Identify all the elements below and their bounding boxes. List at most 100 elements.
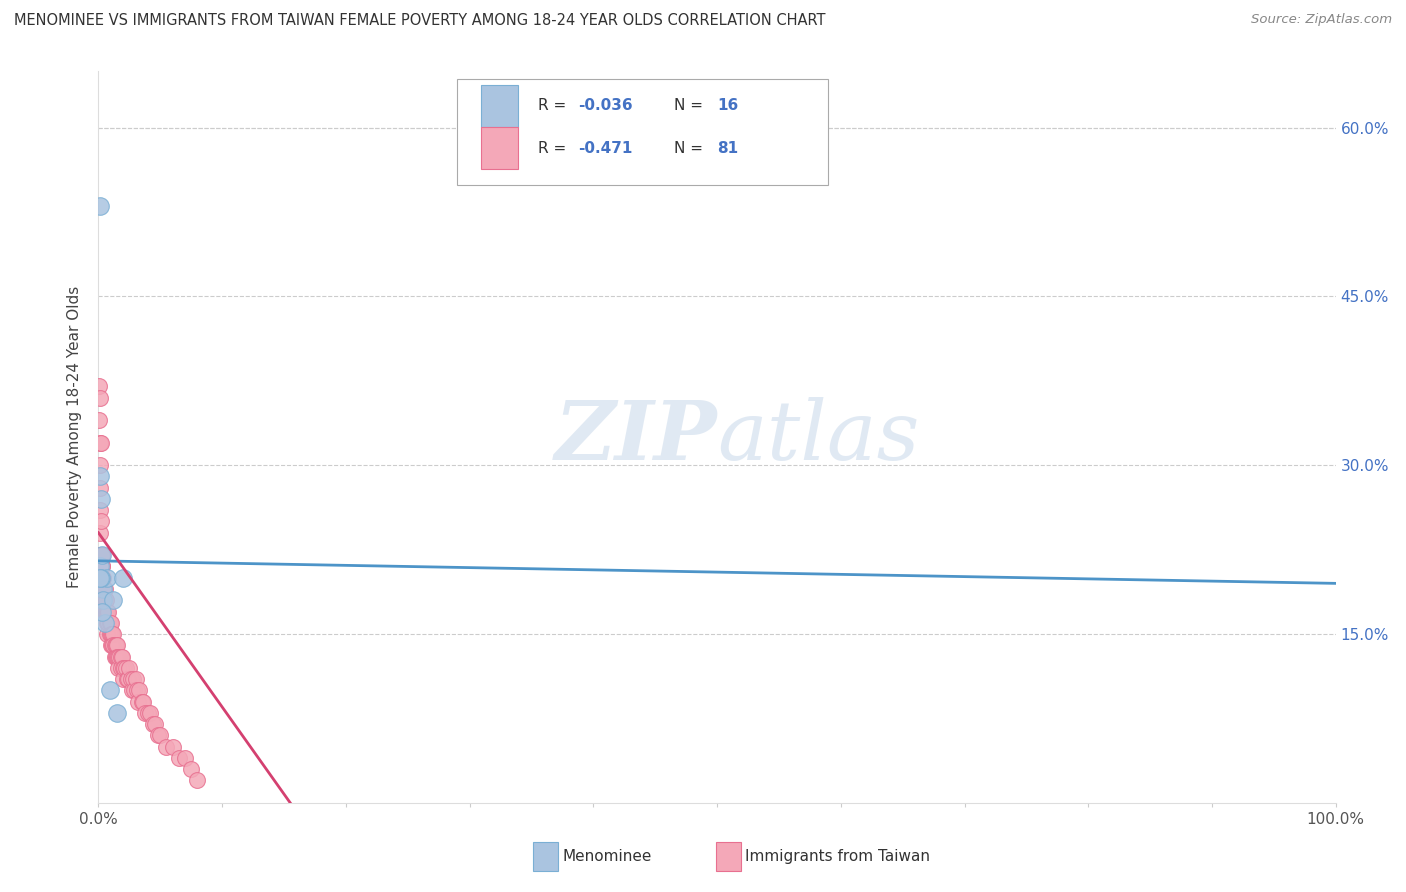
Text: Menominee: Menominee xyxy=(562,849,652,863)
Point xyxy=(101,638,124,652)
FancyBboxPatch shape xyxy=(457,78,828,185)
Point xyxy=(149,728,172,742)
Point xyxy=(100,627,122,641)
Point xyxy=(108,649,131,664)
Text: ZIP: ZIP xyxy=(554,397,717,477)
Point xyxy=(100,638,122,652)
Point xyxy=(107,661,129,675)
Point xyxy=(110,661,132,675)
Point xyxy=(117,672,139,686)
Point xyxy=(89,481,111,495)
Point xyxy=(121,683,143,698)
Point xyxy=(186,773,208,788)
Point xyxy=(97,615,120,630)
Point xyxy=(93,593,115,607)
Text: R =: R = xyxy=(537,98,571,113)
Point xyxy=(118,661,141,675)
Point xyxy=(174,751,197,765)
Point xyxy=(146,728,169,742)
Point xyxy=(127,694,149,708)
Point xyxy=(101,627,124,641)
Point xyxy=(98,627,121,641)
Point xyxy=(89,571,111,585)
Point xyxy=(89,458,111,473)
Point xyxy=(89,559,111,574)
Point xyxy=(98,683,121,698)
Point xyxy=(93,605,115,619)
Point xyxy=(94,593,117,607)
Point xyxy=(89,391,111,405)
Text: 16: 16 xyxy=(717,98,738,113)
Point xyxy=(90,515,112,529)
Point xyxy=(93,593,115,607)
Point xyxy=(96,605,118,619)
Text: Immigrants from Taiwan: Immigrants from Taiwan xyxy=(745,849,931,863)
Point xyxy=(107,649,129,664)
Point xyxy=(104,638,127,652)
Text: MENOMINEE VS IMMIGRANTS FROM TAIWAN FEMALE POVERTY AMONG 18-24 YEAR OLDS CORRELA: MENOMINEE VS IMMIGRANTS FROM TAIWAN FEMA… xyxy=(14,13,825,29)
Point xyxy=(131,694,153,708)
Point xyxy=(90,559,112,574)
Point xyxy=(112,661,135,675)
Point xyxy=(89,199,111,213)
Point xyxy=(97,605,120,619)
Point xyxy=(89,413,111,427)
Point xyxy=(104,649,127,664)
Point xyxy=(112,661,135,675)
Point xyxy=(122,672,145,686)
Text: -0.036: -0.036 xyxy=(578,98,633,113)
Point xyxy=(143,717,166,731)
Point xyxy=(89,435,111,450)
Point xyxy=(103,649,125,664)
Point xyxy=(91,548,114,562)
Point xyxy=(134,706,156,720)
Point xyxy=(93,615,115,630)
Point xyxy=(103,638,125,652)
Point xyxy=(89,548,111,562)
Point xyxy=(89,469,111,483)
Y-axis label: Female Poverty Among 18-24 Year Olds: Female Poverty Among 18-24 Year Olds xyxy=(67,286,83,588)
Text: atlas: atlas xyxy=(717,397,920,477)
Text: 81: 81 xyxy=(717,141,738,156)
Point xyxy=(111,649,134,664)
Point xyxy=(90,491,112,506)
Point xyxy=(139,706,162,720)
Point xyxy=(100,615,122,630)
Point xyxy=(124,672,146,686)
Point xyxy=(115,672,138,686)
Point xyxy=(91,548,114,562)
Point xyxy=(93,582,115,596)
Point xyxy=(89,525,111,540)
Point xyxy=(91,605,114,619)
Point xyxy=(142,717,165,731)
Text: R =: R = xyxy=(537,141,571,156)
Point xyxy=(98,615,121,630)
Point xyxy=(91,582,114,596)
Point xyxy=(93,571,115,585)
Point xyxy=(96,571,118,585)
Point xyxy=(103,638,125,652)
Point xyxy=(91,559,114,574)
Point xyxy=(110,649,132,664)
FancyBboxPatch shape xyxy=(481,128,517,169)
Point xyxy=(105,638,128,652)
Text: -0.471: -0.471 xyxy=(578,141,633,156)
Point xyxy=(96,627,118,641)
Point xyxy=(136,706,159,720)
Point xyxy=(90,435,112,450)
Point xyxy=(162,739,184,754)
Point xyxy=(93,582,115,596)
Point xyxy=(112,571,135,585)
Text: Source: ZipAtlas.com: Source: ZipAtlas.com xyxy=(1251,13,1392,27)
Point xyxy=(96,615,118,630)
Text: N =: N = xyxy=(673,98,707,113)
Point xyxy=(167,751,190,765)
Point xyxy=(91,571,114,585)
Point xyxy=(87,379,110,393)
Point xyxy=(132,694,155,708)
Point xyxy=(120,672,142,686)
Point xyxy=(93,593,115,607)
Point xyxy=(180,762,202,776)
Point xyxy=(124,683,146,698)
Point xyxy=(90,571,112,585)
